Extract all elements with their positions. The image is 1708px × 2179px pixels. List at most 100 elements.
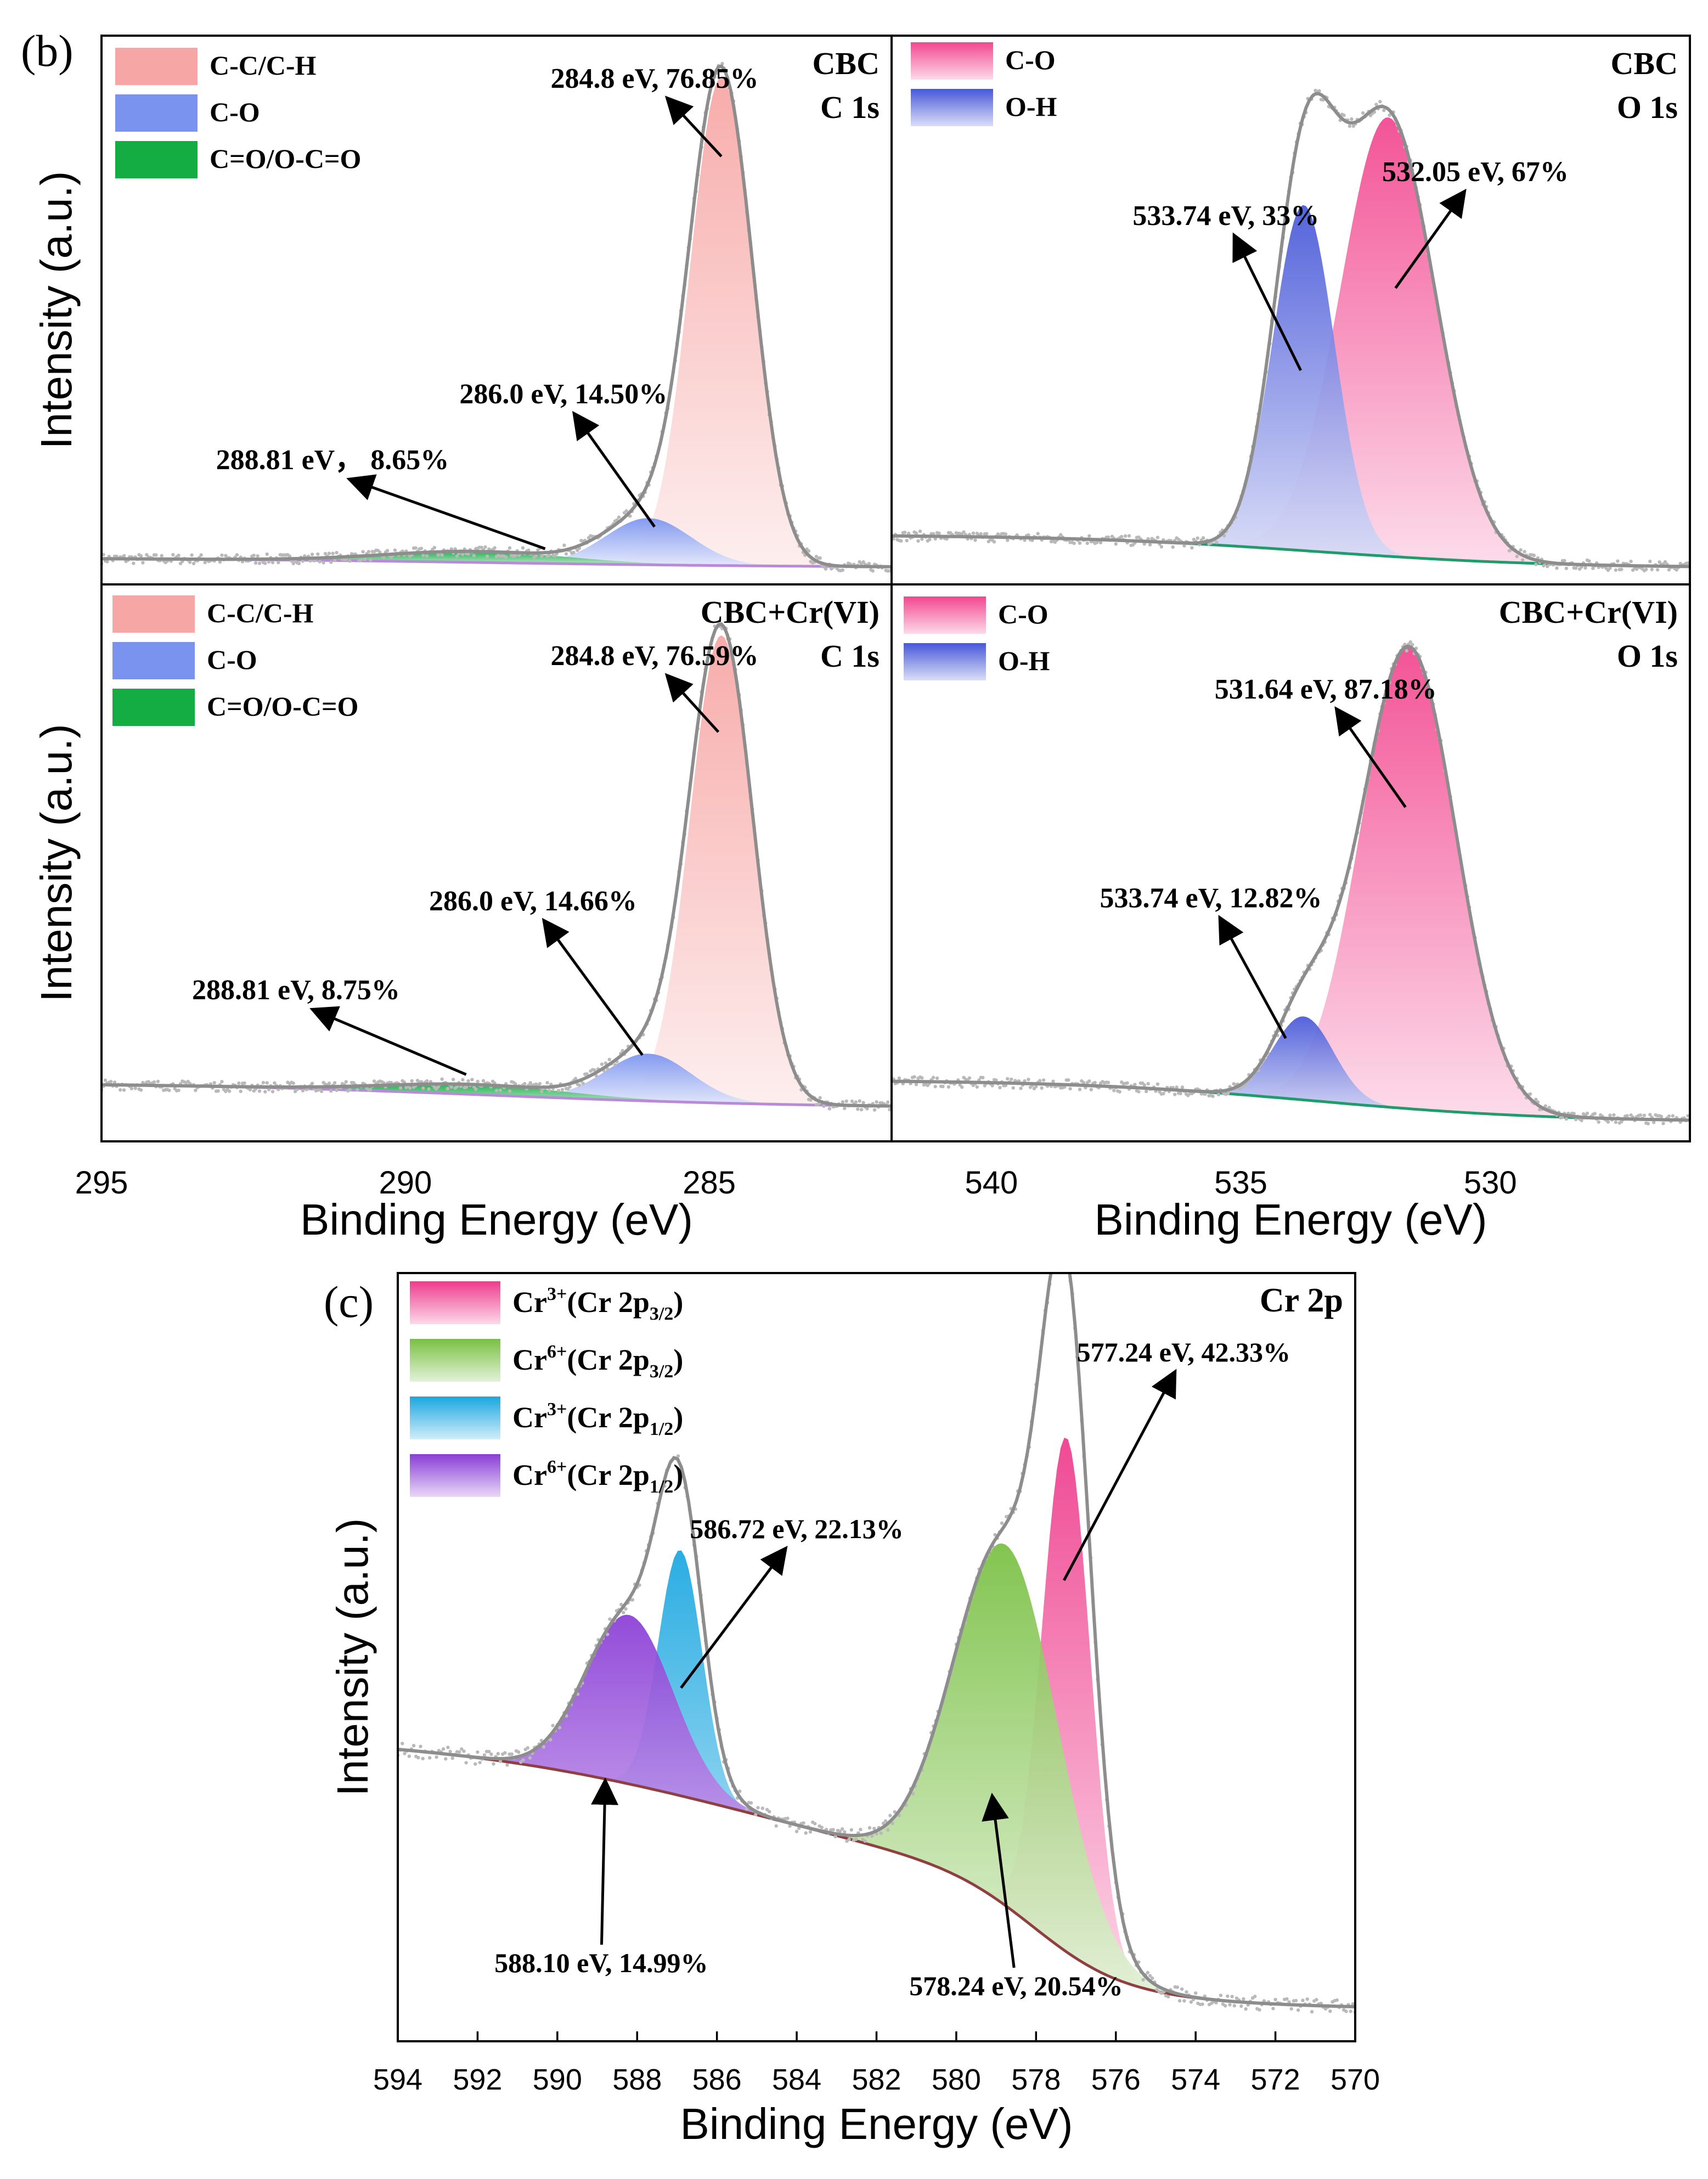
raw-point [859,1827,863,1832]
peak-component-2 [398,1550,1355,2007]
raw-point [1055,1244,1058,1247]
legend-swatch [115,141,198,178]
raw-point [1004,532,1008,536]
raw-point [267,1088,271,1091]
raw-point [253,561,258,565]
raw-point [378,550,382,554]
legend-label: Cr6+(Cr 2p1/2) [512,1457,683,1497]
raw-point [1123,534,1128,538]
raw-point [156,1079,160,1084]
raw-point [562,543,566,547]
raw-point [1648,1113,1652,1117]
peak-annotation: 588.10 eV, 14.99% [494,1777,708,1978]
raw-point [508,546,512,550]
raw-point [464,1085,469,1089]
raw-point [1006,1077,1010,1081]
raw-point [820,1826,824,1829]
panel-title: C 1s [820,89,880,125]
raw-point [460,1747,464,1751]
raw-point [933,1084,937,1089]
raw-point [865,1107,869,1111]
raw-point [1078,541,1082,545]
peak-annotation: 288.81 eV, 8.75% [192,975,467,1076]
raw-point [519,1760,523,1764]
raw-point [912,1075,916,1079]
raw-point [870,1834,874,1838]
raw-point [1175,1085,1179,1089]
raw-point [139,554,143,558]
raw-point [473,1762,477,1766]
raw-point [1648,559,1652,564]
raw-point [448,1749,452,1754]
raw-point [1120,534,1124,539]
raw-point [1066,1263,1069,1266]
raw-point [1051,1079,1055,1083]
raw-point [263,561,267,565]
peak-component-1 [102,1054,892,1106]
raw-point [1405,649,1408,653]
raw-point [216,1089,220,1093]
raw-point [1182,1999,1186,2003]
annotation-label: 286.0 eV, 14.66% [429,886,637,917]
raw-point [774,1824,778,1828]
raw-point [738,1789,742,1793]
raw-point [167,1088,171,1093]
raw-point [462,1749,466,1753]
legend-swatch [904,596,986,634]
x-tick-label: 285 [683,1165,736,1201]
raw-point [872,1827,876,1831]
raw-point [1564,1117,1568,1121]
x-tick-label: 580 [932,2063,981,2096]
raw-point [188,560,192,564]
annotation-arrow [309,1006,467,1076]
y-axis-label: Intensity (a.u.) [328,1518,377,1797]
raw-point [270,560,275,565]
raw-point [1201,536,1205,540]
legend-label: C=O/O-C=O [207,691,358,722]
raw-point [152,1080,156,1084]
raw-point [1287,2000,1291,2004]
x-tick-label: 576 [1091,2063,1141,2096]
raw-point [203,560,207,565]
raw-point [1182,544,1186,548]
raw-point [403,1752,407,1755]
raw-point [332,559,337,562]
peak-component-1 [892,205,1690,567]
raw-point [428,1756,432,1760]
annotation-label: 286.0 eV, 14.50% [459,379,667,410]
raw-point [257,561,262,565]
raw-point [1515,554,1519,559]
envelope-line [102,64,892,568]
raw-point [1180,1987,1184,1991]
raw-point [372,1079,376,1083]
raw-point [248,1088,252,1092]
raw-point [528,1756,532,1760]
raw-point [1534,1097,1538,1101]
raw-point [1141,1978,1145,1982]
raw-point [301,1089,305,1093]
raw-point [521,546,525,550]
raw-point [461,1078,465,1082]
raw-point [1112,1089,1116,1093]
panel-title: O 1s [1617,89,1678,125]
raw-point [470,1078,474,1082]
annotation-label: 288.81 eV, 8.75% [192,975,400,1006]
raw-point [1068,1086,1072,1091]
raw-point [1052,1255,1056,1258]
raw-point [327,1082,331,1085]
peak-component-2 [102,551,892,567]
legend-label: C-C/C-H [210,50,317,81]
raw-point [481,1079,486,1083]
panel-label: (b) [21,26,74,76]
raw-point [1093,1080,1097,1085]
raw-point [1089,1088,1093,1091]
raw-point [745,1807,748,1811]
x-tick-label: 586 [692,2063,742,2096]
annotation-arrow [1218,915,1287,1039]
raw-point [310,553,314,556]
raw-point [139,1088,143,1092]
raw-point [493,546,497,550]
raw-point [348,559,352,563]
raw-point [1148,543,1152,547]
